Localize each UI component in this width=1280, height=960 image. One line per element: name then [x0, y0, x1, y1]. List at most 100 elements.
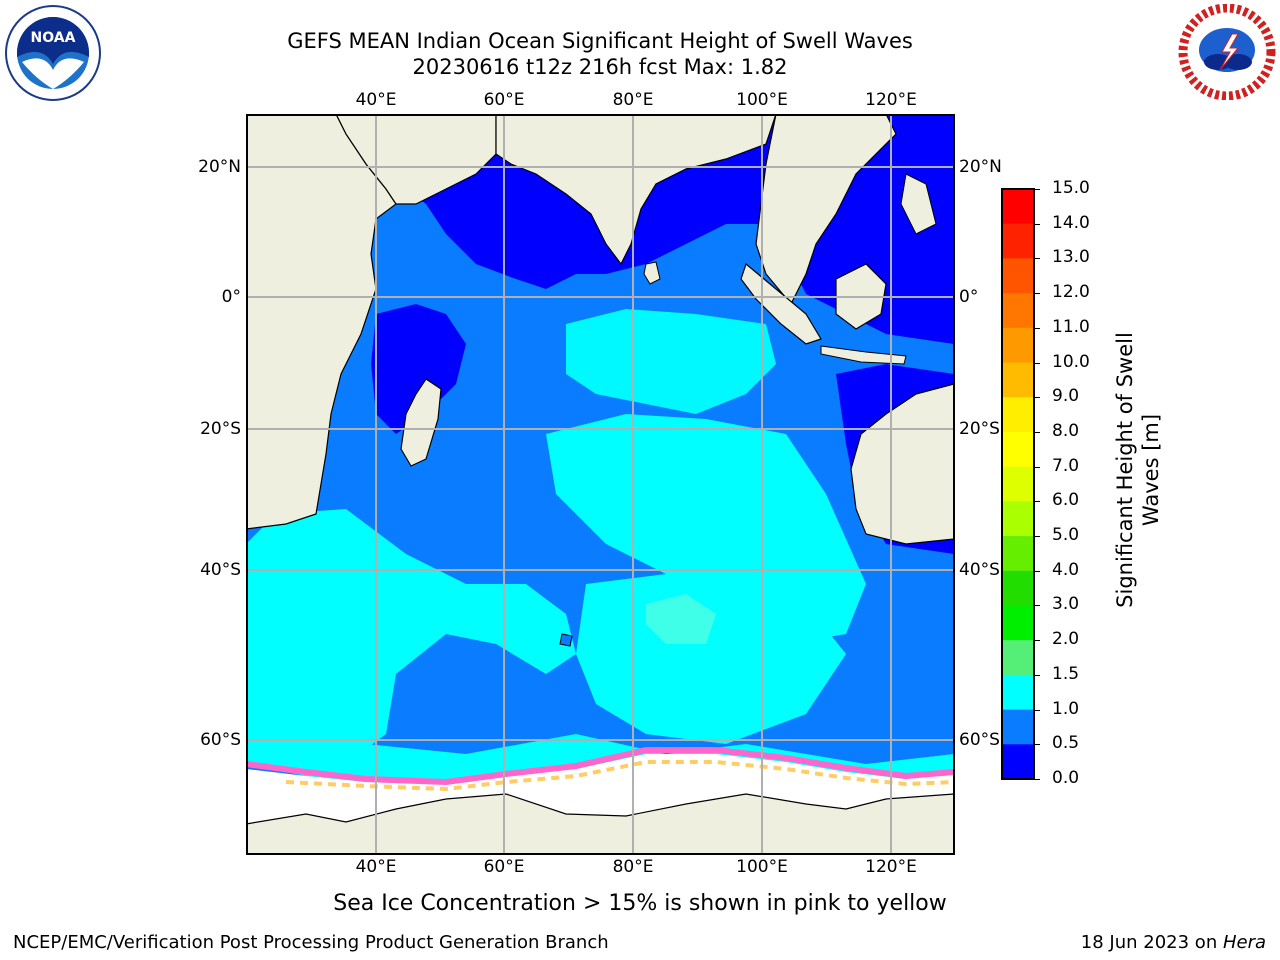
ice-caption: Sea Ice Concentration > 15% is shown in …: [333, 891, 947, 916]
colorbar-tick-label: 13.0: [1052, 247, 1090, 268]
colorbar-tick-label: 11.0: [1052, 316, 1090, 337]
colorbar-tick-mark: [1034, 189, 1040, 190]
swell-patch-equatorial: [566, 309, 776, 414]
colorbar-tick-mark: [1034, 744, 1040, 746]
land-australia: [850, 383, 954, 545]
gridlines: [246, 114, 954, 854]
colorbar-tick-label: 3.0: [1052, 594, 1080, 615]
land-sri-lanka: [643, 261, 661, 285]
colorbar-band: [1002, 674, 1034, 711]
colorbar-band: [1002, 605, 1034, 641]
colorbar-tick-mark: [1034, 362, 1040, 364]
land-philippines: [900, 173, 937, 235]
colorbar-tick-label: 2.0: [1052, 629, 1080, 650]
lat-tick-left: 20°S: [200, 419, 241, 439]
swell-patch-max: [646, 594, 716, 644]
colorbar-tick-mark: [1034, 258, 1040, 260]
colorbar-band: [1002, 536, 1034, 572]
colorbar-tick-mark: [1034, 536, 1040, 538]
colorbar-tick-label: 10.0: [1052, 351, 1090, 372]
colorbar-tick-mark: [1034, 501, 1040, 503]
colorbar-label-line1: Significant Height of Swell: [1113, 332, 1137, 608]
colorbar-tick-label: 1.5: [1052, 663, 1080, 684]
footer-date-text: 18 Jun 2023 on: [1080, 932, 1223, 953]
colorbar-tick-label: 5.0: [1052, 525, 1080, 546]
colorbar-tick-label: 9.0: [1052, 386, 1080, 407]
lat-tick-right: 20°N: [959, 157, 1002, 177]
colorbar-tick-label: 8.0: [1052, 420, 1080, 441]
colorbar-tick-mark: [1034, 674, 1040, 676]
lon-tick-bottom: 80°E: [612, 857, 654, 877]
map-frame: [246, 114, 955, 855]
colorbar-band: [1002, 501, 1034, 537]
colorbar-band: [1002, 397, 1034, 433]
lon-tick-bottom: 100°E: [736, 857, 788, 877]
noaa-logo: NOAA: [5, 5, 101, 101]
colorbar-tick-label: 14.0: [1052, 212, 1090, 233]
noaa-logo-text: NOAA: [31, 30, 76, 46]
colorbar-band: [1002, 709, 1034, 745]
colorbar-tick-mark: [1034, 709, 1040, 711]
colorbar-band: [1002, 189, 1034, 225]
colorbar-tick-label: 1.0: [1052, 698, 1080, 719]
dark-ocean-mozambique: [371, 304, 466, 434]
land-kerguelen: [559, 633, 573, 647]
colorbar-tick-mark: [1034, 640, 1040, 642]
lat-tick-left: 20°N: [198, 157, 241, 177]
footer-machine: Hera: [1222, 932, 1266, 953]
lon-tick-bottom: 40°E: [355, 857, 397, 877]
swell-patch-south-central: [576, 574, 846, 744]
colorbar-band: [1002, 744, 1034, 780]
lon-tick-bottom: 120°E: [865, 857, 917, 877]
colorbar-tick-label: 4.0: [1052, 559, 1080, 580]
swell-patch-central: [546, 414, 866, 644]
lat-tick-left: 0°: [221, 287, 241, 307]
colorbar-tick-label: 12.0: [1052, 282, 1090, 303]
colorbar-band: [1002, 466, 1034, 502]
lon-tick-top: 100°E: [736, 90, 788, 110]
colorbar-tick-mark: [1034, 327, 1040, 329]
map-panel: [246, 114, 955, 855]
swell-patch-southwest: [246, 509, 576, 764]
colorbar-label-line2: Waves [m]: [1139, 413, 1163, 527]
colorbar-tick-mark: [1034, 570, 1040, 572]
colorbar-tick-mark: [1034, 605, 1040, 607]
colorbar-tick-label: 15.0: [1052, 178, 1090, 198]
lat-tick-right: 20°S: [959, 419, 1000, 439]
colorbar-band: [1002, 223, 1034, 259]
colorbar-tick-mark: [1034, 293, 1040, 295]
colorbar-tick-mark: [1034, 779, 1040, 780]
land-java: [820, 345, 907, 365]
colorbar-tick-mark: [1034, 223, 1040, 225]
lon-tick-bottom: 60°E: [483, 857, 525, 877]
lat-tick-right: 0°: [959, 287, 979, 307]
lat-tick-right: 40°S: [959, 560, 1000, 580]
colorbar-tick-label: 6.0: [1052, 490, 1080, 511]
lon-tick-top: 40°E: [355, 90, 397, 110]
nws-logo: [1178, 4, 1276, 100]
lon-tick-top: 60°E: [483, 90, 525, 110]
land-india: [495, 114, 777, 266]
colorbar-tick-mark: [1034, 431, 1040, 433]
colorbar-band: [1002, 570, 1034, 606]
colorbar: [1001, 188, 1035, 780]
colorbar-tick-label: 0.0: [1052, 768, 1080, 788]
land-antarctica: [246, 793, 954, 854]
colorbar-band: [1002, 258, 1034, 294]
colorbar-band: [1002, 327, 1034, 364]
footer-date: 18 Jun 2023 on Hera: [1081, 932, 1266, 953]
footer-credit: NCEP/EMC/Verification Post Processing Pr…: [13, 932, 609, 953]
colorbar-tick-label: 7.0: [1052, 455, 1080, 476]
colorbar-band: [1002, 431, 1034, 468]
lon-tick-top: 80°E: [612, 90, 654, 110]
lat-tick-left: 60°S: [200, 730, 241, 750]
colorbar-band: [1002, 640, 1034, 676]
lat-tick-left: 40°S: [200, 560, 241, 580]
lat-tick-right: 60°S: [959, 730, 1000, 750]
sea-ice-edge-yellow: [285, 760, 954, 792]
colorbar-tick-mark: [1034, 466, 1040, 468]
colorbar-band: [1002, 362, 1034, 398]
colorbar-tick-mark: [1034, 397, 1040, 399]
lon-tick-top: 120°E: [865, 90, 917, 110]
chart-subtitle: 20230616 t12z 216h fcst Max: 1.82: [412, 55, 788, 79]
